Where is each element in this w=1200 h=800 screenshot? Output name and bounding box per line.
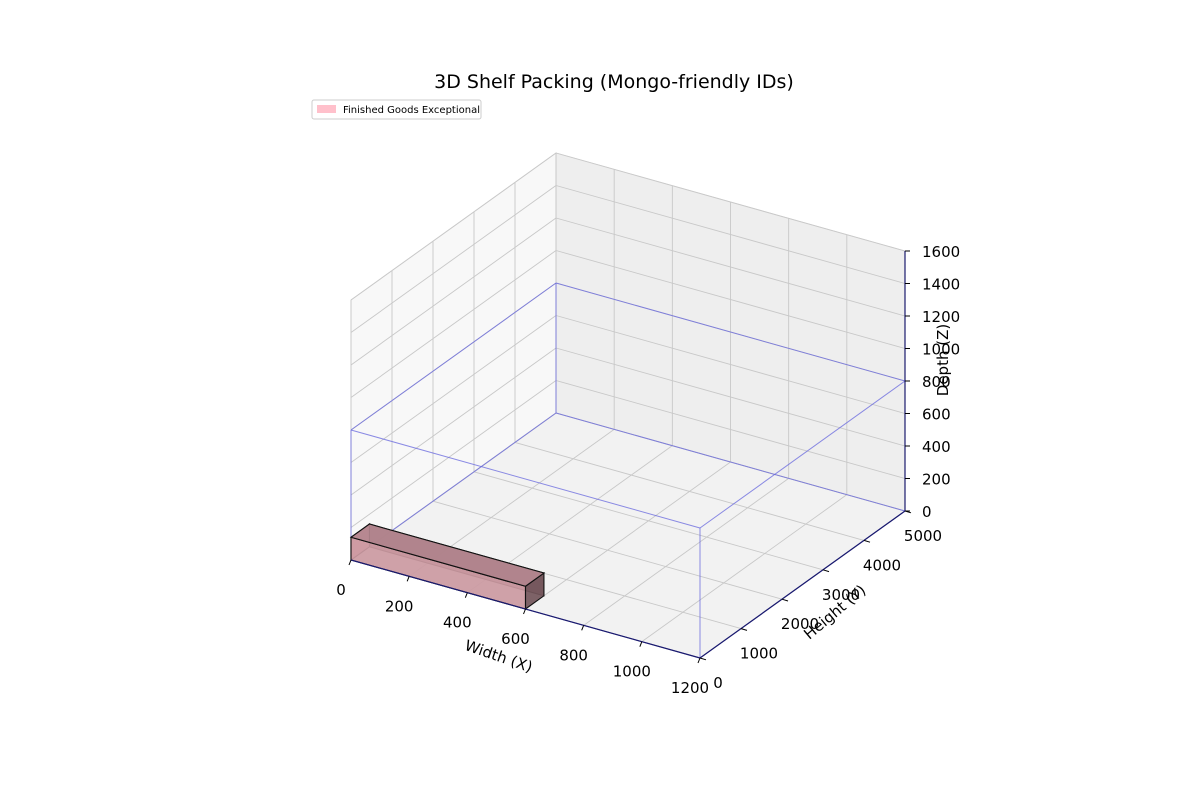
y-tick-label: 5000 (904, 527, 942, 545)
x-tick-label: 0 (336, 581, 346, 599)
y-tick-label-mark (822, 569, 830, 573)
x-tick-label: 800 (559, 646, 588, 664)
y-tick-label-mark (699, 657, 707, 661)
x-tick-label: 600 (501, 630, 530, 648)
legend-swatch (317, 105, 336, 113)
grid-z-left (350, 217, 557, 366)
packed-boxes (349, 522, 546, 611)
y-tick-label-mark (781, 598, 789, 602)
z-tick-label: 1600 (922, 243, 960, 261)
shelf-edge (555, 412, 906, 512)
y-tick-label: 0 (713, 674, 723, 692)
z-axis-label: Depth (Z) (934, 324, 952, 396)
shelf-edge (350, 429, 701, 529)
shelf-edge (699, 380, 906, 529)
x-tick-label-mark (523, 608, 526, 615)
grid-z-left (350, 152, 557, 301)
z-tick-label: 400 (922, 438, 951, 456)
z-tick-label: 600 (922, 406, 951, 424)
legend: Finished Goods Exceptional (311, 99, 482, 120)
x-tick-label-mark (581, 625, 585, 631)
grid-x-floor (641, 494, 848, 643)
y-tick-label-mark (863, 539, 871, 543)
x-tick-label-mark (406, 576, 410, 582)
y-tick-label-mark (740, 628, 748, 631)
grid-x-floor (525, 461, 731, 610)
grid-z-back (555, 152, 906, 252)
grid-z-left (350, 347, 557, 496)
y-tick-label: 1000 (740, 645, 778, 663)
grid-z-left (350, 380, 557, 528)
shelf-edge (350, 282, 557, 431)
grid-z-left (350, 185, 557, 333)
z-tick-label: 1400 (922, 276, 960, 294)
z-tick-label: 200 (922, 471, 951, 489)
y-tick-label: 3000 (822, 586, 860, 604)
x-tick-label: 1200 (671, 679, 709, 697)
x-tick-label-mark (348, 559, 352, 566)
grid-z-left (350, 315, 557, 463)
legend-frame (311, 99, 482, 120)
grid-y-floor (514, 441, 865, 541)
x-tick-label-mark (464, 592, 468, 598)
y-tick-label: 2000 (781, 615, 819, 633)
z-tick-label: 1000 (922, 341, 960, 359)
grid-y-floor (473, 471, 824, 571)
grid-z-back (555, 315, 906, 414)
grid-z-back (555, 250, 906, 349)
x-tick-label: 400 (443, 614, 472, 632)
z-tick-label: 0 (922, 503, 932, 521)
x-tick-label-mark (697, 657, 701, 664)
grid-z-back (555, 185, 906, 284)
grid-z-left (350, 250, 557, 398)
chart-title: 3D Shelf Packing (Mongo-friendly IDs) (434, 71, 794, 93)
grid-x-floor (583, 477, 789, 626)
y-axis-line (699, 510, 906, 659)
z-tick-label: 1200 (922, 308, 960, 326)
x-tick-label-mark (639, 641, 643, 647)
legend-label: Finished Goods Exceptional (343, 105, 480, 116)
grid-z-back (555, 217, 906, 317)
y-tick-label: 4000 (863, 556, 901, 574)
x-tick-label: 1000 (613, 663, 651, 681)
shelf-edge (555, 282, 906, 382)
z-tick-label: 800 (922, 373, 951, 391)
grid-z-back (555, 347, 906, 447)
x-tick-label: 200 (385, 597, 414, 615)
grid-y-floor (432, 500, 783, 600)
grid-z-back (555, 380, 906, 479)
box-face-top (349, 523, 546, 587)
